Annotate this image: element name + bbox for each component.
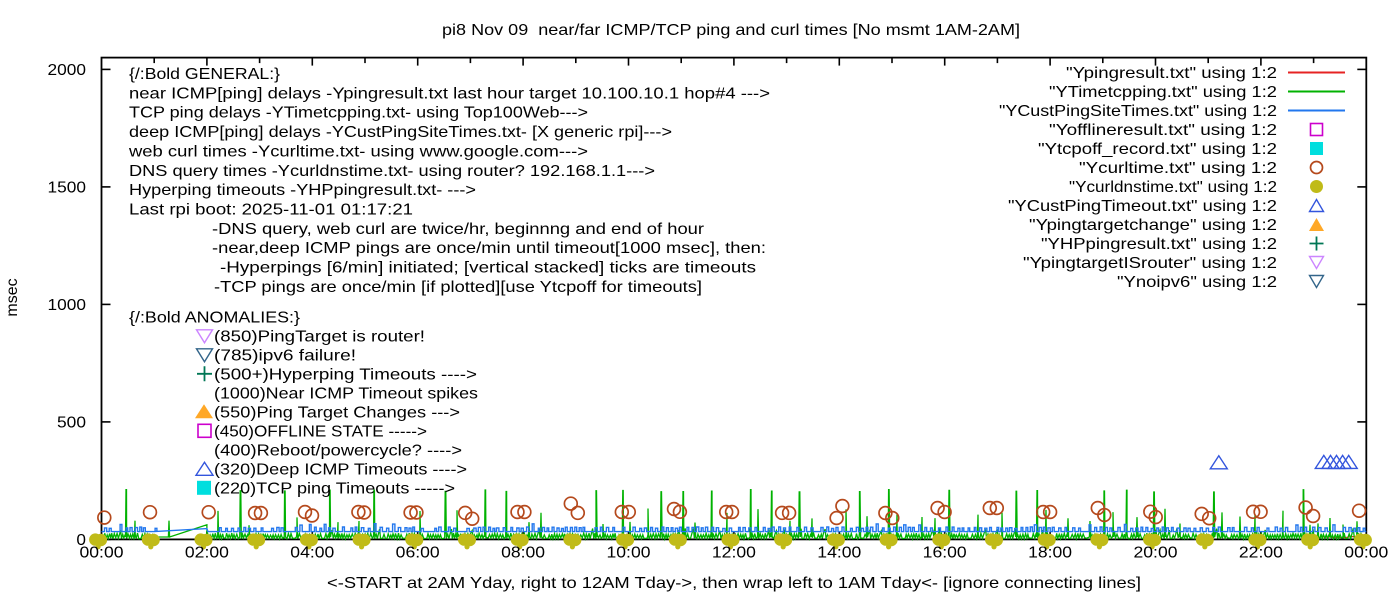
svg-text:06:00: 06:00 — [396, 545, 440, 562]
svg-text:-Hyperpings [6/min] initiated;: -Hyperpings [6/min] initiated; [vertical… — [220, 260, 756, 277]
svg-text:10:00: 10:00 — [607, 545, 651, 562]
svg-text:"YpingtargetISrouter" using 1:: "YpingtargetISrouter" using 1:2 — [1023, 255, 1277, 272]
svg-text:(400)Reboot/powercycle? ---->: (400)Reboot/powercycle? ----> — [214, 442, 462, 459]
svg-text:deep ICMP[ping] delays -YCustP: deep ICMP[ping] delays -YCustPingSiteTim… — [129, 124, 672, 141]
svg-text:14:00: 14:00 — [817, 545, 861, 562]
svg-text:20:00: 20:00 — [1134, 545, 1178, 562]
svg-text:(850)PingTarget is router!: (850)PingTarget is router! — [214, 328, 425, 345]
svg-text:"YCustPingTimeout.txt" using 1: "YCustPingTimeout.txt" using 1:2 — [1008, 198, 1277, 215]
svg-text:"Ycurltime.txt" using 1:2: "Ycurltime.txt" using 1:2 — [1079, 160, 1277, 177]
svg-text:(785)ipv6 failure!: (785)ipv6 failure! — [214, 347, 356, 364]
svg-text:1500: 1500 — [48, 179, 87, 196]
svg-text:00:00: 00:00 — [80, 545, 124, 562]
svg-text:pi8 Nov 09 near/far ICMP/TCP: pi8 Nov 09 near/far ICMP/TCP ping and cu… — [442, 22, 1020, 39]
svg-text:msec: msec — [4, 278, 21, 316]
svg-text:near ICMP[ping] delays -Ypingr: near ICMP[ping] delays -Ypingresult.txt … — [129, 85, 770, 102]
svg-text:(450)OFFLINE STATE ----->: (450)OFFLINE STATE -----> — [214, 423, 427, 440]
svg-text:"YTimetcpping.txt" using 1:2: "YTimetcpping.txt" using 1:2 — [1049, 84, 1277, 101]
svg-text:(320)Deep ICMP Timeouts ---->: (320)Deep ICMP Timeouts ----> — [214, 461, 467, 478]
svg-text:<-START at 2AM Yday, right to: <-START at 2AM Yday, right to 12AM Tday-… — [327, 575, 1141, 592]
svg-text:0: 0 — [76, 532, 86, 549]
svg-text:2000: 2000 — [48, 62, 87, 79]
svg-text:"Ypingtargetchange" using 1:2: "Ypingtargetchange" using 1:2 — [1029, 217, 1277, 234]
svg-text:16:00: 16:00 — [923, 545, 967, 562]
svg-text:-near,deep ICMP pings are once: -near,deep ICMP pings are once/min until… — [212, 240, 766, 257]
svg-text:00:00: 00:00 — [1344, 545, 1388, 562]
svg-text:"Yofflineresult.txt" using 1:2: "Yofflineresult.txt" using 1:2 — [1049, 122, 1277, 139]
svg-text:"YCustPingSiteTimes.txt" using: "YCustPingSiteTimes.txt" using 1:2 — [999, 103, 1277, 120]
svg-text:web curl times -Ycurltime.txt-: web curl times -Ycurltime.txt- using www… — [128, 143, 588, 160]
svg-text:08:00: 08:00 — [501, 545, 545, 562]
svg-text:{/:Bold ANOMALIES:}: {/:Bold ANOMALIES:} — [129, 309, 301, 326]
svg-text:"Ynoipv6" using 1:2: "Ynoipv6" using 1:2 — [1117, 274, 1277, 291]
svg-text:Last rpi boot: 2025-11-01 01:1: Last rpi boot: 2025-11-01 01:17:21 — [129, 201, 413, 218]
svg-text:TCP ping delays -YTimetcpping.: TCP ping delays -YTimetcpping.txt- using… — [129, 105, 588, 122]
svg-text:"Ypingresult.txt" using 1:2: "Ypingresult.txt" using 1:2 — [1066, 65, 1277, 82]
svg-text:(500+)Hyperping Timeouts ---->: (500+)Hyperping Timeouts ----> — [214, 366, 477, 383]
svg-text:"YHPpingresult.txt" using 1:2: "YHPpingresult.txt" using 1:2 — [1041, 236, 1277, 253]
svg-text:{/:Bold GENERAL:}: {/:Bold GENERAL:} — [129, 66, 281, 83]
svg-text:18:00: 18:00 — [1028, 545, 1072, 562]
svg-text:Hyperping timeouts -YHPpingres: Hyperping timeouts -YHPpingresult.txt- -… — [129, 182, 476, 199]
svg-text:-DNS query, web curl are twice: -DNS query, web curl are twice/hr, begin… — [212, 221, 705, 238]
svg-text:"Ytcpoff_record.txt" using 1:2: "Ytcpoff_record.txt" using 1:2 — [1038, 141, 1277, 158]
svg-text:04:00: 04:00 — [290, 545, 334, 562]
svg-text:(220)TCP ping Timeouts ----->: (220)TCP ping Timeouts -----> — [214, 480, 455, 497]
svg-text:(1000)Near ICMP Timeout spikes: (1000)Near ICMP Timeout spikes — [214, 385, 478, 402]
svg-text:"Ycurldnstime.txt" using 1:2: "Ycurldnstime.txt" using 1:2 — [1069, 179, 1277, 196]
svg-text:-TCP pings are once/min [if pl: -TCP pings are once/min [if plotted][use… — [214, 279, 702, 296]
svg-text:12:00: 12:00 — [712, 545, 756, 562]
svg-text:22:00: 22:00 — [1239, 545, 1283, 562]
svg-text:500: 500 — [57, 414, 86, 431]
svg-text:1000: 1000 — [48, 297, 87, 314]
svg-text:DNS query times -Ycurldnstime.: DNS query times -Ycurldnstime.txt- using… — [129, 163, 655, 180]
svg-text:02:00: 02:00 — [185, 545, 229, 562]
svg-text:(550)Ping Target Changes --->: (550)Ping Target Changes ---> — [214, 404, 460, 421]
